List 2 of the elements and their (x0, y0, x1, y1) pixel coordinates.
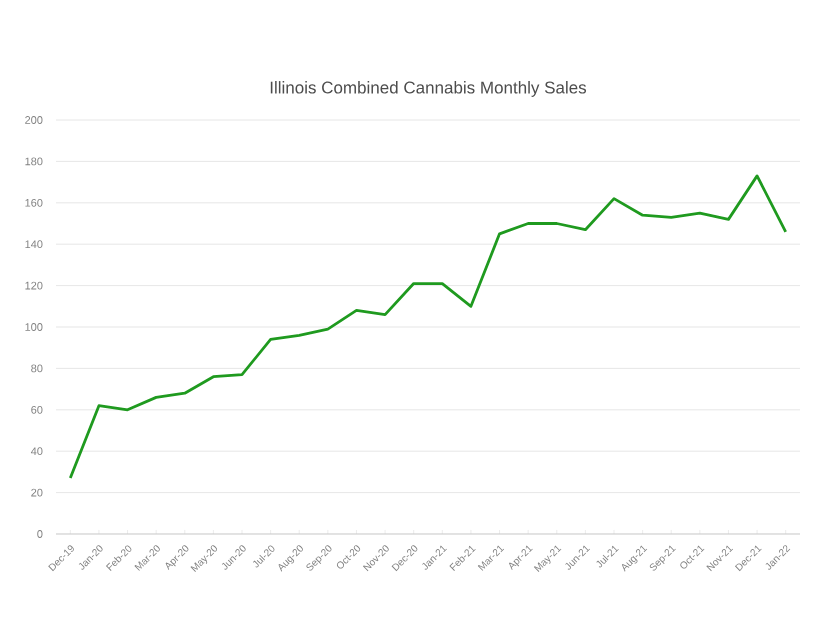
chart-title: Illinois Combined Cannabis Monthly Sales (270, 81, 587, 97)
line-series (68, 174, 788, 480)
